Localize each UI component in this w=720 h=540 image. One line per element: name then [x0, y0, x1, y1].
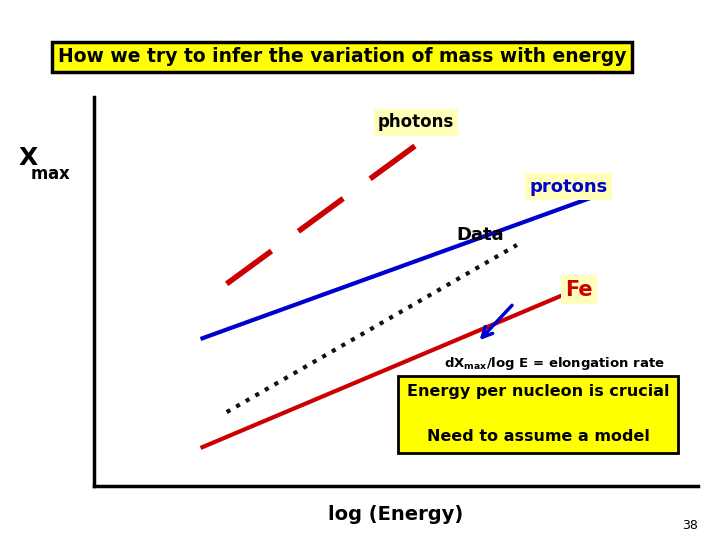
- Text: How we try to infer the variation of mass with energy: How we try to infer the variation of mas…: [58, 47, 626, 66]
- Text: $\mathbf{max}$: $\mathbf{max}$: [30, 165, 71, 183]
- Text: $\mathbf{X}$: $\mathbf{X}$: [19, 146, 39, 170]
- Text: protons: protons: [529, 178, 607, 195]
- Text: dX$_{\mathbf{max}}$/log E = elongation rate: dX$_{\mathbf{max}}$/log E = elongation r…: [444, 355, 665, 372]
- Text: Fe: Fe: [565, 280, 593, 300]
- Text: Energy per nucleon is crucial

Need to assume a model: Energy per nucleon is crucial Need to as…: [407, 384, 670, 444]
- Text: Data: Data: [456, 226, 504, 244]
- Text: 38: 38: [683, 519, 698, 532]
- Text: photons: photons: [378, 113, 454, 131]
- Text: log (Energy): log (Energy): [328, 505, 464, 524]
